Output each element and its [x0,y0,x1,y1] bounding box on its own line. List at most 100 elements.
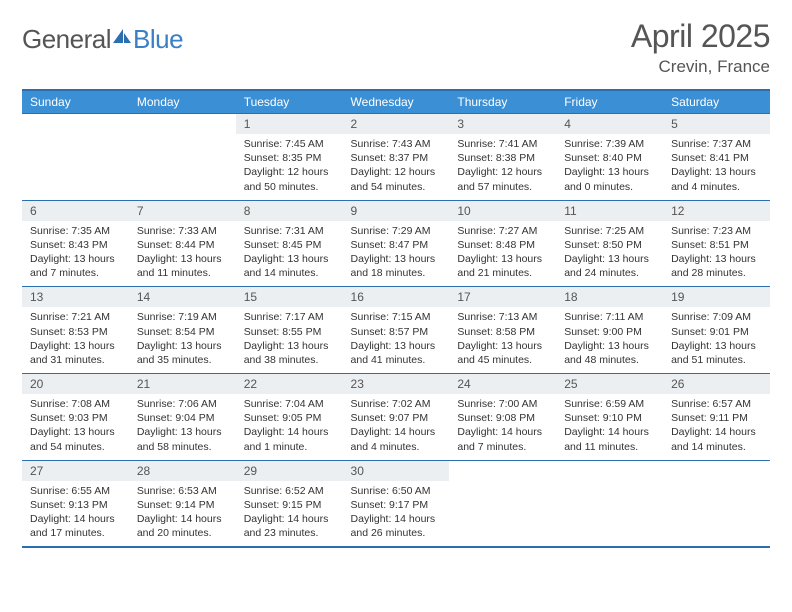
sunrise-text: Sunrise: 7:09 AM [671,310,762,324]
day-content-cell [449,481,556,548]
day-content-cell: Sunrise: 7:27 AMSunset: 8:48 PMDaylight:… [449,221,556,287]
content-row: Sunrise: 7:35 AMSunset: 8:43 PMDaylight:… [22,221,770,287]
day-number-cell: 21 [129,374,236,395]
daylight-text: Daylight: 12 hours and 50 minutes. [244,165,335,193]
day-content-cell: Sunrise: 7:13 AMSunset: 8:58 PMDaylight:… [449,307,556,373]
day-number-cell: 25 [556,374,663,395]
daynum-row: 27282930 [22,460,770,481]
day-content-cell: Sunrise: 7:43 AMSunset: 8:37 PMDaylight:… [343,134,450,200]
sunrise-text: Sunrise: 7:45 AM [244,137,335,151]
header: General Blue April 2025 Crevin, France [22,18,770,77]
day-content-cell [129,134,236,200]
daylight-text: Daylight: 13 hours and 21 minutes. [457,252,548,280]
daylight-text: Daylight: 13 hours and 11 minutes. [137,252,228,280]
content-row: Sunrise: 7:45 AMSunset: 8:35 PMDaylight:… [22,134,770,200]
daylight-text: Daylight: 14 hours and 17 minutes. [30,512,121,540]
sunrise-text: Sunrise: 7:41 AM [457,137,548,151]
weekday-header: Tuesday [236,90,343,114]
day-number-cell: 15 [236,287,343,308]
logo-text-general: General [22,24,111,55]
logo-text-blue: Blue [133,24,183,55]
weekday-header: Wednesday [343,90,450,114]
day-number-cell: 30 [343,460,450,481]
month-title: April 2025 [631,18,770,55]
day-number-cell [129,114,236,135]
day-content-cell: Sunrise: 7:08 AMSunset: 9:03 PMDaylight:… [22,394,129,460]
day-number-cell: 4 [556,114,663,135]
daylight-text: Daylight: 13 hours and 35 minutes. [137,339,228,367]
day-content-cell: Sunrise: 7:00 AMSunset: 9:08 PMDaylight:… [449,394,556,460]
daylight-text: Daylight: 14 hours and 23 minutes. [244,512,335,540]
sunset-text: Sunset: 8:43 PM [30,238,121,252]
sunset-text: Sunset: 8:53 PM [30,325,121,339]
day-content-cell: Sunrise: 7:04 AMSunset: 9:05 PMDaylight:… [236,394,343,460]
sunrise-text: Sunrise: 6:55 AM [30,484,121,498]
daylight-text: Daylight: 13 hours and 48 minutes. [564,339,655,367]
sunset-text: Sunset: 8:57 PM [351,325,442,339]
sunrise-text: Sunrise: 7:04 AM [244,397,335,411]
daylight-text: Daylight: 13 hours and 45 minutes. [457,339,548,367]
sunrise-text: Sunrise: 7:29 AM [351,224,442,238]
logo: General Blue [22,18,183,55]
sunset-text: Sunset: 8:47 PM [351,238,442,252]
day-content-cell: Sunrise: 7:21 AMSunset: 8:53 PMDaylight:… [22,307,129,373]
sunset-text: Sunset: 9:07 PM [351,411,442,425]
daylight-text: Daylight: 13 hours and 54 minutes. [30,425,121,453]
day-number-cell: 19 [663,287,770,308]
day-content-cell: Sunrise: 7:17 AMSunset: 8:55 PMDaylight:… [236,307,343,373]
day-number-cell: 6 [22,200,129,221]
sunset-text: Sunset: 8:41 PM [671,151,762,165]
day-content-cell [663,481,770,548]
day-content-cell: Sunrise: 7:45 AMSunset: 8:35 PMDaylight:… [236,134,343,200]
day-number-cell [449,460,556,481]
day-number-cell: 17 [449,287,556,308]
sunset-text: Sunset: 8:55 PM [244,325,335,339]
daylight-text: Daylight: 13 hours and 18 minutes. [351,252,442,280]
day-content-cell: Sunrise: 7:02 AMSunset: 9:07 PMDaylight:… [343,394,450,460]
weekday-header: Thursday [449,90,556,114]
day-number-cell: 23 [343,374,450,395]
sunset-text: Sunset: 9:11 PM [671,411,762,425]
day-content-cell: Sunrise: 6:52 AMSunset: 9:15 PMDaylight:… [236,481,343,548]
day-content-cell: Sunrise: 7:11 AMSunset: 9:00 PMDaylight:… [556,307,663,373]
day-number-cell: 11 [556,200,663,221]
sunrise-text: Sunrise: 7:21 AM [30,310,121,324]
sunset-text: Sunset: 9:00 PM [564,325,655,339]
daylight-text: Daylight: 13 hours and 38 minutes. [244,339,335,367]
sunrise-text: Sunrise: 7:17 AM [244,310,335,324]
logo-sail-icon [111,27,133,45]
day-content-cell: Sunrise: 7:41 AMSunset: 8:38 PMDaylight:… [449,134,556,200]
sunrise-text: Sunrise: 7:25 AM [564,224,655,238]
day-number-cell: 22 [236,374,343,395]
sunrise-text: Sunrise: 7:11 AM [564,310,655,324]
day-content-cell: Sunrise: 7:33 AMSunset: 8:44 PMDaylight:… [129,221,236,287]
daylight-text: Daylight: 14 hours and 11 minutes. [564,425,655,453]
daylight-text: Daylight: 13 hours and 51 minutes. [671,339,762,367]
day-content-cell: Sunrise: 7:09 AMSunset: 9:01 PMDaylight:… [663,307,770,373]
sunset-text: Sunset: 9:13 PM [30,498,121,512]
day-number-cell: 12 [663,200,770,221]
day-number-cell: 1 [236,114,343,135]
daylight-text: Daylight: 12 hours and 54 minutes. [351,165,442,193]
content-row: Sunrise: 7:21 AMSunset: 8:53 PM Daylight:… [22,307,770,373]
sunset-text: Sunset: 8:58 PM [457,325,548,339]
daylight-text: Daylight: 13 hours and 58 minutes. [137,425,228,453]
daylight-text: Daylight: 14 hours and 26 minutes. [351,512,442,540]
day-number-cell: 24 [449,374,556,395]
sunrise-text: Sunrise: 7:13 AM [457,310,548,324]
calendar-table: Sunday Monday Tuesday Wednesday Thursday… [22,89,770,548]
day-number-cell [556,460,663,481]
daynum-row: 20212223242526 [22,374,770,395]
day-number-cell: 26 [663,374,770,395]
sunset-text: Sunset: 8:45 PM [244,238,335,252]
day-number-cell: 9 [343,200,450,221]
daylight-text: Daylight: 14 hours and 4 minutes. [351,425,442,453]
sunset-text: Sunset: 8:51 PM [671,238,762,252]
sunrise-text: Sunrise: 6:50 AM [351,484,442,498]
sunset-text: Sunset: 9:14 PM [137,498,228,512]
day-content-cell: Sunrise: 7:25 AMSunset: 8:50 PMDaylight:… [556,221,663,287]
day-content-cell: Sunrise: 7:37 AMSunset: 8:41 PMDaylight:… [663,134,770,200]
day-content-cell: Sunrise: 6:50 AMSunset: 9:17 PMDaylight:… [343,481,450,548]
day-content-cell: Sunrise: 7:31 AMSunset: 8:45 PMDaylight:… [236,221,343,287]
sunrise-text: Sunrise: 7:39 AM [564,137,655,151]
